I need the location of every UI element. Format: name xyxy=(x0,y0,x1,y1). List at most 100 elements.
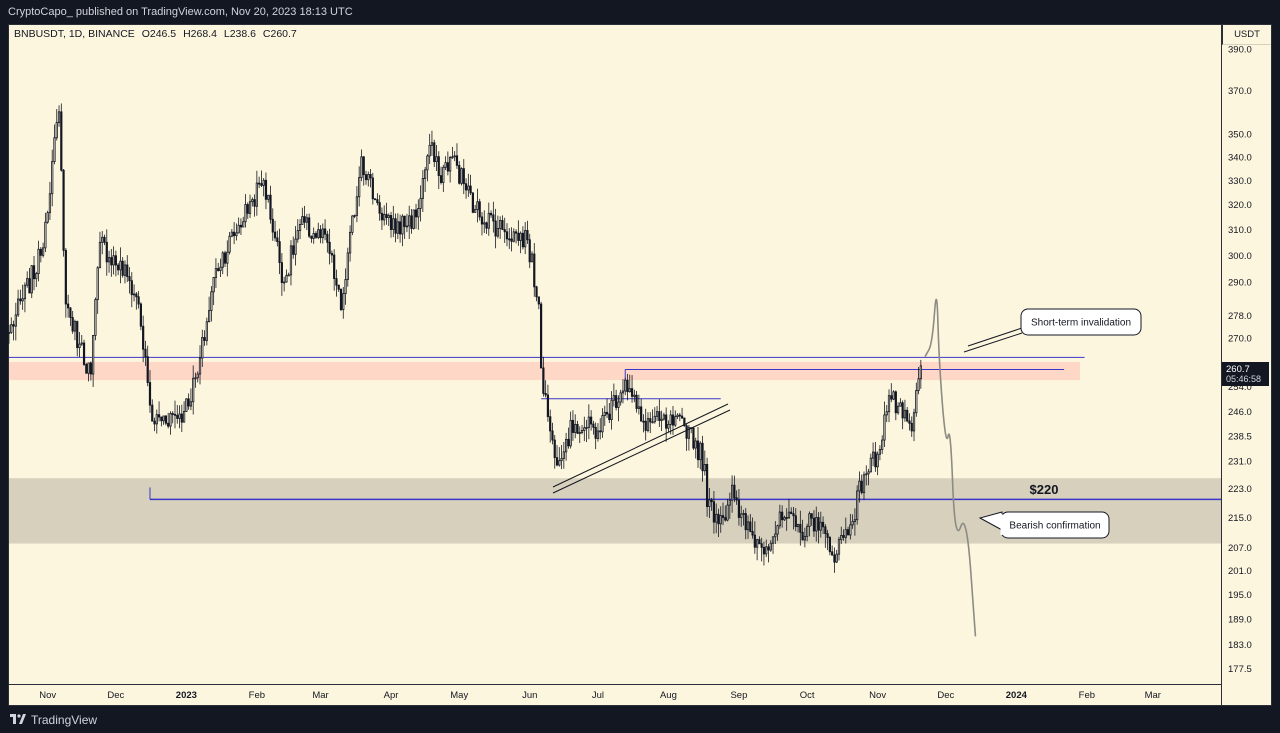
candle-body xyxy=(467,185,470,191)
candle-body xyxy=(796,524,800,528)
candle-body xyxy=(69,307,72,318)
time-tick-label: Aug xyxy=(660,690,677,701)
candle-body xyxy=(285,275,288,283)
candle-body xyxy=(173,413,177,416)
candle-body xyxy=(67,303,70,309)
time-tick-label: Mar xyxy=(312,690,328,701)
candle-body xyxy=(458,164,461,184)
currency-label[interactable]: USDT xyxy=(1222,25,1271,45)
candle-body xyxy=(524,230,527,248)
candle-body xyxy=(119,260,122,271)
callout-invalidation[interactable]: Short-term invalidation xyxy=(963,308,1142,353)
candle-body xyxy=(376,199,379,204)
candle-body xyxy=(137,296,140,305)
candle-body xyxy=(235,232,238,237)
candles-layer xyxy=(7,103,922,573)
candle-body xyxy=(580,430,584,433)
candle-body xyxy=(683,417,686,427)
candle-body xyxy=(621,390,625,394)
candle-body xyxy=(799,524,802,533)
time-axis[interactable]: Nov Dec 2023 Feb Mar Apr May Jun Jul Aug Sep Oct Nov… xyxy=(9,684,1221,706)
candle-body xyxy=(655,411,659,417)
candle-body xyxy=(701,442,704,472)
candle-body xyxy=(910,422,913,432)
time-ticks: Nov Dec 2023 Feb Mar Apr May Jun Jul Aug Sep Oct Nov… xyxy=(39,690,1161,701)
candle-body xyxy=(164,415,168,424)
candle-body xyxy=(517,232,520,241)
symbol-legend[interactable]: BNBUSDT, 1D, BINANCE O246.5 H268.4 L238.… xyxy=(14,28,301,40)
candle-body xyxy=(296,230,299,240)
candle-body xyxy=(692,427,695,449)
candle-body xyxy=(508,238,511,241)
candle-body xyxy=(444,162,447,168)
candle-body xyxy=(912,412,916,432)
candle-body xyxy=(790,511,793,515)
candle-body xyxy=(462,168,465,185)
candle-body xyxy=(746,521,750,531)
candle-body xyxy=(46,212,49,223)
candle-body xyxy=(198,357,202,375)
candle-body xyxy=(862,474,866,494)
callout-bearish[interactable]: Bearish confirmation xyxy=(978,511,1110,539)
candle-body xyxy=(667,423,670,429)
candle-body xyxy=(776,525,779,535)
candle-body xyxy=(148,382,152,406)
candle-body xyxy=(715,513,718,523)
candle-body xyxy=(401,215,404,235)
candle-body xyxy=(298,224,302,231)
candle-body xyxy=(565,438,568,453)
candle-body xyxy=(537,296,540,305)
candle-body xyxy=(455,155,459,166)
ohlc-open: O246.5 xyxy=(141,28,177,40)
candle-body xyxy=(562,451,565,459)
candle-body xyxy=(294,238,297,255)
candle-body xyxy=(28,278,31,294)
candle-body xyxy=(271,218,274,233)
candle-body xyxy=(640,406,643,422)
time-tick-label: Apr xyxy=(384,690,399,701)
candle-body xyxy=(846,529,850,536)
candle-body xyxy=(696,440,700,461)
candle-body xyxy=(858,480,861,492)
candle-body xyxy=(51,161,54,195)
candle-body xyxy=(135,293,138,298)
tradingview-logo-icon xyxy=(10,714,26,725)
candle-body xyxy=(669,414,672,425)
candle-body xyxy=(653,415,656,423)
candle-body xyxy=(821,521,825,528)
candle-body xyxy=(449,157,452,172)
candle-body xyxy=(710,499,713,503)
trendline-upper xyxy=(552,403,729,488)
candle-body xyxy=(571,419,575,433)
price-tick-label: 254.0 xyxy=(1228,382,1252,393)
price-axis[interactable]: 390.0 370.0 350.0 340.0 330.0 320.0 310.0 300.0… xyxy=(1221,25,1271,705)
candle-body xyxy=(662,414,665,420)
candle-body xyxy=(89,362,92,375)
candle-body xyxy=(615,395,618,408)
candle-body xyxy=(32,265,36,280)
level-220-label: $220 xyxy=(1030,482,1059,497)
candle-body xyxy=(42,247,45,256)
candle-body xyxy=(867,471,870,475)
candle-body xyxy=(358,177,361,198)
candle-body xyxy=(687,427,691,439)
price-tick-label: 177.5 xyxy=(1228,664,1252,675)
candle-body xyxy=(267,194,270,200)
candle-body xyxy=(403,215,406,227)
price-tick-label: 320.0 xyxy=(1228,200,1252,211)
price-tick-label: 195.0 xyxy=(1228,590,1252,601)
candle-body xyxy=(362,156,365,176)
candle-body xyxy=(192,377,195,403)
candle-body xyxy=(794,515,797,528)
candle-body xyxy=(264,179,268,200)
time-tick-label: Jul xyxy=(592,690,604,701)
trendline-lower xyxy=(552,409,731,494)
candle-body xyxy=(501,220,504,230)
candle-body xyxy=(878,449,882,455)
candle-body xyxy=(435,156,438,163)
price-ticks: 390.0 370.0 350.0 340.0 330.0 320.0 310.0 300.0… xyxy=(1228,44,1252,674)
candle-body xyxy=(389,215,393,230)
candle-body xyxy=(385,213,388,219)
projection-path xyxy=(924,298,977,637)
